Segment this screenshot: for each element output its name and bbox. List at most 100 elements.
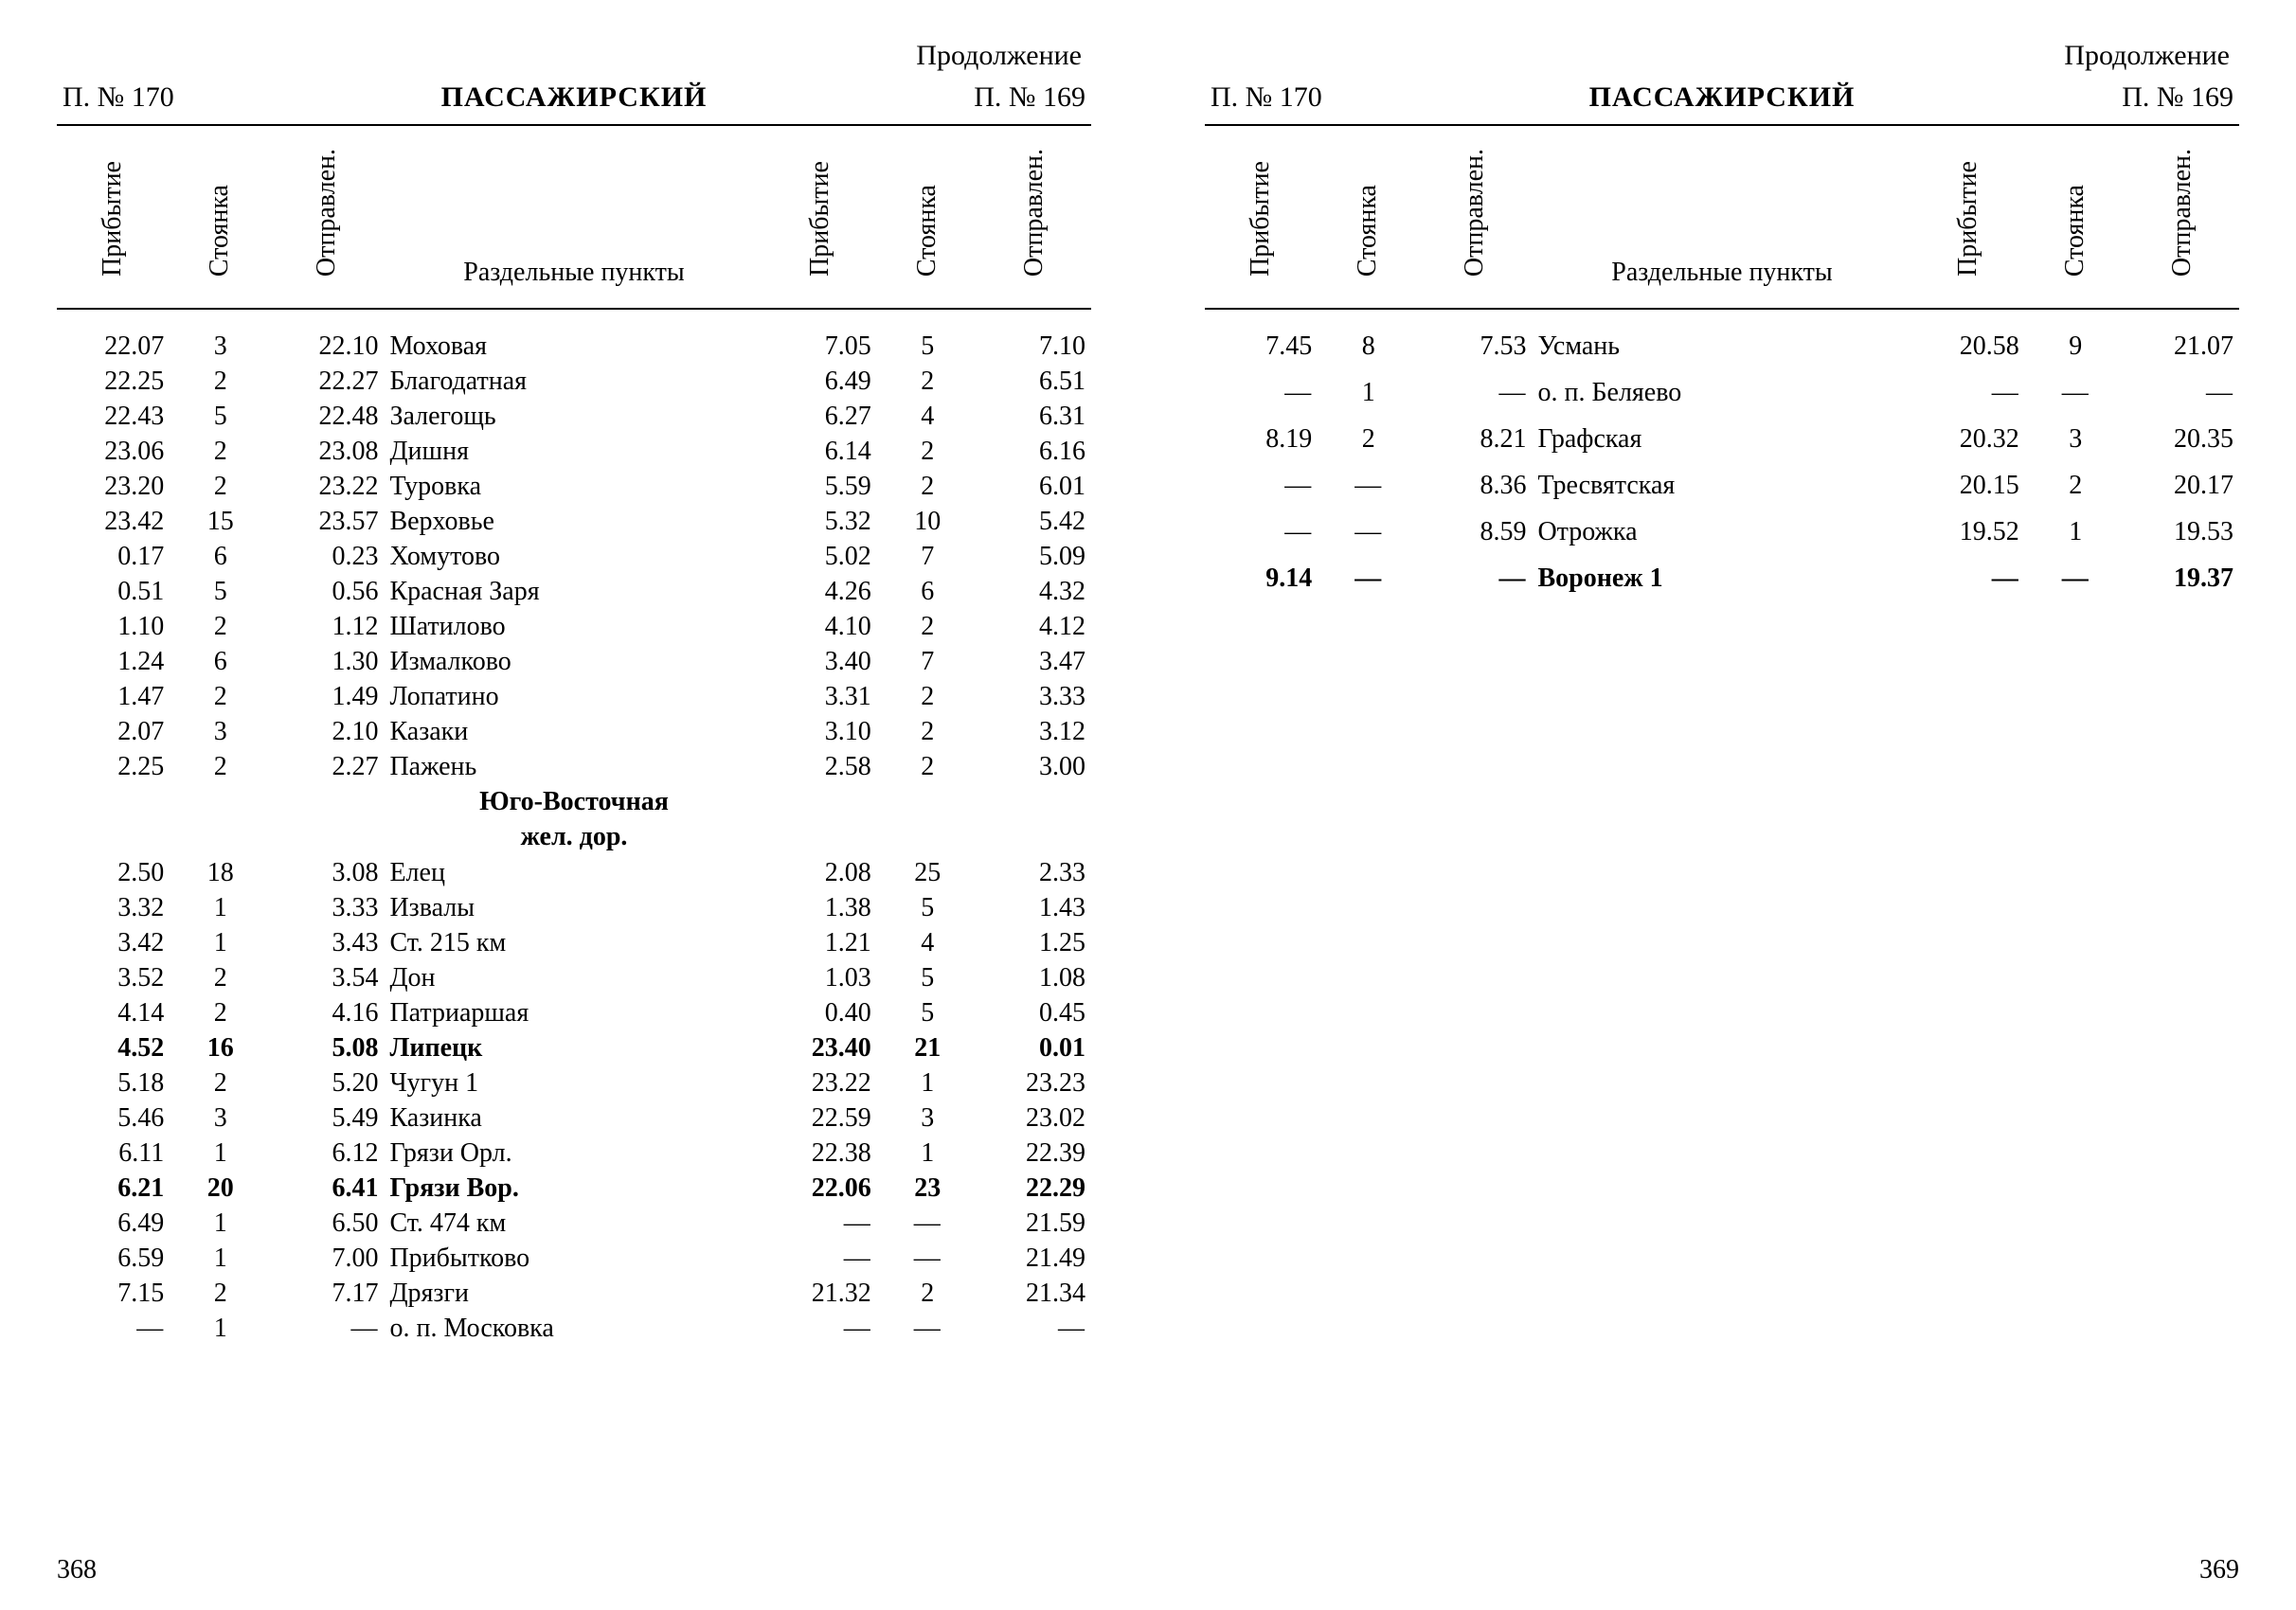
table-row: 22.07322.10Моховая7.0557.10 [57,329,1091,364]
cell: 3.08 [271,855,384,890]
cell: 2 [2025,468,2126,503]
cell: о. п. Московка [384,1311,763,1346]
cell: 22.29 [978,1171,1091,1206]
page-number-left: 368 [57,1553,97,1586]
cell: 3.42 [57,925,170,960]
cell: 6.21 [57,1171,170,1206]
cell: 21 [877,1030,978,1065]
cell: 1.38 [764,890,877,925]
table-row: 1.1021.12Шатилово4.1024.12 [57,609,1091,644]
table-row: 9.14——Воронеж 1——19.37 [1205,561,2239,596]
cell: 0.51 [57,574,170,609]
cell: 0.17 [57,539,170,574]
cell: 6.01 [978,469,1091,504]
cell: 1.47 [57,679,170,714]
cell: 5 [877,890,978,925]
continuation-label: Продолжение [57,38,1091,74]
train-left-no: П. № 170 [1211,80,1322,116]
cell: 22.43 [57,399,170,434]
cell: 3.00 [978,749,1091,784]
table-row: 23.20223.22Туровка5.5926.01 [57,469,1091,504]
cell: 20.15 [1912,468,2025,503]
cell: Дрязги [384,1276,763,1311]
cell: 9.14 [1205,561,1318,596]
cell: 5.18 [57,1065,170,1100]
table-row: 6.21206.41Грязи Вор.22.062322.29 [57,1171,1091,1206]
train-right-no: П. № 169 [974,80,1085,116]
cell: 1.30 [271,644,384,679]
cell: 5.08 [271,1030,384,1065]
cell: 7 [877,644,978,679]
cell: 3.40 [764,644,877,679]
cell: — [764,1311,877,1346]
cell: 3.12 [978,714,1091,749]
cell: Прибытково [384,1241,763,1276]
cell: 7.05 [764,329,877,364]
cell: 21.32 [764,1276,877,1311]
table-row: 2.50183.08Елец2.08252.33 [57,855,1091,890]
cell: 1 [170,1136,271,1171]
cell: Извалы [384,890,763,925]
cell: 1.08 [978,960,1091,995]
cell: 7.00 [271,1241,384,1276]
train-header: П. № 170 ПАССАЖИРСКИЙ П. № 169 [1205,80,2239,116]
table-row: 23.421523.57Верховье5.32105.42 [57,504,1091,539]
cell: 2.08 [764,855,877,890]
table-row: 0.1760.23Хомутово5.0275.09 [57,539,1091,574]
table-row: 7.4587.53Усмань20.58921.07 [1205,329,2239,364]
table-row: 4.52165.08Липецк23.40210.01 [57,1030,1091,1065]
cell: 3.52 [57,960,170,995]
cell: 1.43 [978,890,1091,925]
cell: 1 [1318,375,1419,410]
cell: 2 [170,749,271,784]
cell: Благодатная [384,364,763,399]
cell: 0.40 [764,995,877,1030]
cell: 6.49 [57,1206,170,1241]
cell: — [2025,561,2126,596]
cell: 3.33 [978,679,1091,714]
cell: 7.45 [1205,329,1318,364]
table-row: —1—о. п. Московка——— [57,1311,1091,1346]
cell: 3.31 [764,679,877,714]
cell: 18 [170,855,271,890]
table-row: ——8.59Отрожка19.52119.53 [1205,514,2239,549]
cell: 6 [877,574,978,609]
cell: — [2126,375,2239,410]
table-row: 3.4213.43Ст. 215 км1.2141.25 [57,925,1091,960]
cell: 5.42 [978,504,1091,539]
header-row: Прибытие Стоянка Отправлен. Раздельные п… [57,125,1091,309]
table-row: 5.4635.49Казинка22.59323.02 [57,1100,1091,1136]
cell: — [1419,561,1532,596]
cell: 5 [170,574,271,609]
cell: 22.10 [271,329,384,364]
cell: — [1419,375,1532,410]
cell: 2.07 [57,714,170,749]
cell: 7.17 [271,1276,384,1311]
cell: 10 [877,504,978,539]
cell: 5.32 [764,504,877,539]
cell: Ст. 474 км [384,1206,763,1241]
cell: — [271,1311,384,1346]
cell: 1 [170,925,271,960]
spacer-row [1205,364,2239,375]
cell: 6.27 [764,399,877,434]
cell: — [1912,561,2025,596]
cell: 23.40 [764,1030,877,1065]
cell: 0.56 [271,574,384,609]
spacer-row [1205,410,2239,421]
cell: Измалково [384,644,763,679]
cell: 6.49 [764,364,877,399]
cell: 7.15 [57,1276,170,1311]
cell: Усмань [1532,329,1911,364]
cell: 5.49 [271,1100,384,1136]
cell: 8.19 [1205,421,1318,456]
table-row: 8.1928.21Графская20.32320.35 [1205,421,2239,456]
cell: 22.38 [764,1136,877,1171]
cell: 4.32 [978,574,1091,609]
cell: 1.24 [57,644,170,679]
cell: 23.06 [57,434,170,469]
table-row: 2.0732.10Казаки3.1023.12 [57,714,1091,749]
cell: 23.22 [271,469,384,504]
col-departure-1: Отправлен. [1461,145,1490,280]
col-arrival-1: Прибытие [1247,157,1276,280]
